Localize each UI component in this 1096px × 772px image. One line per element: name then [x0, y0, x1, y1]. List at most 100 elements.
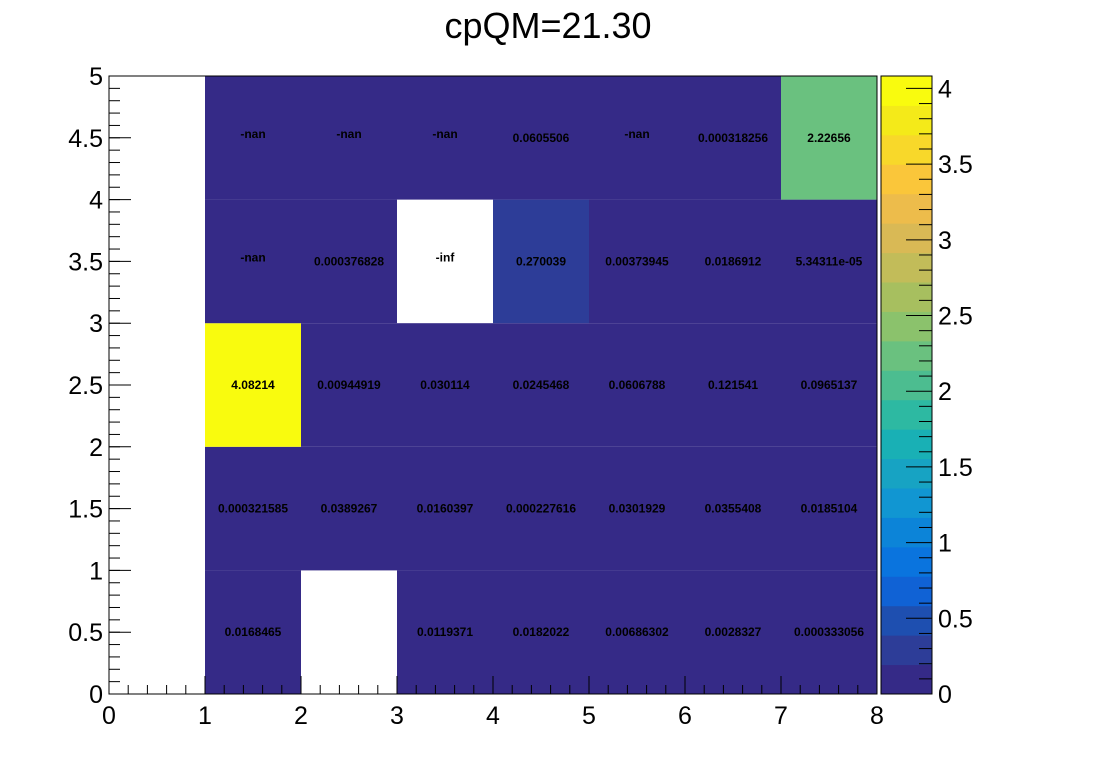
heatmap-cell	[685, 446, 781, 571]
heatmap-cell	[781, 323, 877, 447]
cell-value-label: 0.121541	[708, 378, 758, 392]
x-tick-label: 6	[678, 702, 692, 730]
x-tick-label: 5	[582, 702, 596, 730]
colorbar-segment	[881, 76, 932, 106]
y-tick-label: 4.5	[68, 125, 103, 153]
colorbar-tick-label: 3	[938, 227, 952, 255]
heatmap-cell	[781, 76, 877, 200]
cell-value-label: 0.0605506	[513, 131, 570, 145]
chart-title: cpQM=21.30	[444, 5, 651, 46]
heatmap-cell	[493, 446, 589, 571]
colorbar-segment	[881, 576, 932, 607]
heatmap-cell	[685, 76, 781, 200]
heatmap-cell	[493, 199, 589, 324]
cell-value-label: -inf	[436, 250, 456, 264]
x-tick-label: 8	[870, 702, 884, 730]
x-tick-label: 3	[390, 702, 404, 730]
cell-value-label: 0.0028327	[705, 625, 762, 639]
cell-value-label: -nan	[240, 127, 265, 141]
y-tick-label: 0.5	[68, 619, 103, 647]
cell-value-label: 0.0160397	[417, 502, 474, 516]
colorbar-segment	[881, 546, 932, 577]
colorbar-segment	[881, 370, 932, 401]
y-tick-label: 1	[89, 557, 103, 585]
cell-value-label: 4.08214	[231, 378, 275, 392]
heatmap-cell	[205, 199, 301, 324]
x-tick-label: 1	[198, 702, 212, 730]
heatmap-cell	[301, 446, 397, 571]
heatmap-cell	[301, 199, 397, 324]
cell-value-label: 0.000227616	[506, 502, 576, 516]
cells-layer	[205, 76, 877, 694]
x-tick-label: 0	[102, 702, 116, 730]
colorbar-segment	[881, 134, 932, 165]
cell-value-label: 0.0185104	[801, 502, 858, 516]
cell-value-label: 0.000333056	[794, 625, 864, 639]
x-tick-label: 4	[486, 702, 500, 730]
cell-value-label: 0.0168465	[225, 625, 282, 639]
heatmap-cell	[205, 570, 301, 694]
cell-value-label: 0.0606788	[609, 378, 666, 392]
cell-value-label: -nan	[240, 250, 265, 264]
heatmap-cell	[589, 323, 685, 447]
heatmap-cell	[205, 446, 301, 571]
heatmap-cell	[685, 323, 781, 447]
heatmap-cell	[397, 446, 493, 571]
heatmap-cell	[397, 570, 493, 694]
heatmap-cell	[301, 76, 397, 200]
colorbar-segment	[881, 399, 932, 430]
colorbar-segment	[881, 488, 932, 518]
cell-value-label: 0.0389267	[321, 502, 378, 516]
colorbar-segment	[881, 282, 932, 312]
heatmap-cell	[589, 570, 685, 694]
heatmap-cell	[397, 323, 493, 447]
colorbar-segment	[881, 635, 932, 666]
cell-value-label: 0.000321585	[218, 502, 288, 516]
cell-value-label: 0.00373945	[605, 254, 669, 268]
cell-value-label: 0.0355408	[705, 502, 762, 516]
cell-value-label: -nan	[336, 127, 361, 141]
y-tick-label: 0	[89, 681, 103, 709]
cell-value-label: 0.0119371	[417, 625, 473, 639]
colorbar-tick-label: 1.5	[938, 454, 973, 482]
cell-value-label: 2.22656	[807, 131, 851, 145]
colorbar-tick-label: 2.5	[938, 303, 973, 331]
cell-value-label: 0.0245468	[513, 378, 570, 392]
colorbar-tick-label: 1	[938, 530, 952, 558]
y-tick-label: 2.5	[68, 372, 103, 400]
cell-value-label: 0.00686302	[605, 625, 669, 639]
y-tick-label: 3	[89, 310, 103, 338]
cell-value-label: 0.00944919	[317, 378, 381, 392]
y-tick-label: 2	[89, 434, 103, 462]
cell-labels-layer: 0.0168465 0.0119371 0.0182022 0.00686302 0.0…	[218, 127, 864, 639]
cell-value-label: 0.0182022	[513, 625, 570, 639]
x-tick-label: 7	[774, 702, 788, 730]
heatmap-cell	[493, 570, 589, 694]
heatmap-cell	[493, 76, 589, 200]
heatmap-cell	[205, 76, 301, 200]
heatmap-cell	[589, 199, 685, 324]
y-tick-label: 3.5	[68, 248, 103, 276]
cell-value-label: 0.030114	[420, 378, 470, 392]
cell-value-label: 5.34311e-05	[796, 254, 863, 268]
cell-value-label: 0.000376828	[314, 254, 384, 268]
colorbar-segment	[881, 105, 932, 136]
cell-value-label: 0.0301929	[609, 502, 666, 516]
colorbar-segment	[881, 311, 932, 342]
cell-value-label: -nan	[624, 127, 649, 141]
heatmap-cell	[589, 446, 685, 571]
heatmap-cell	[685, 199, 781, 324]
cell-value-label: 0.0965137	[801, 378, 858, 392]
y-tick-label: 4	[89, 187, 103, 215]
heatmap-cell	[397, 76, 493, 200]
colorbar-segment	[881, 605, 932, 636]
cell-value-label: 0.270039	[516, 254, 566, 268]
y-tick-label: 1.5	[68, 496, 103, 524]
colorbar-tick-label: 3.5	[938, 151, 973, 179]
heatmap-cell	[301, 323, 397, 447]
y-tick-label: 5	[89, 63, 103, 91]
colorbar-segment	[881, 458, 932, 489]
heatmap-cell	[781, 199, 877, 324]
